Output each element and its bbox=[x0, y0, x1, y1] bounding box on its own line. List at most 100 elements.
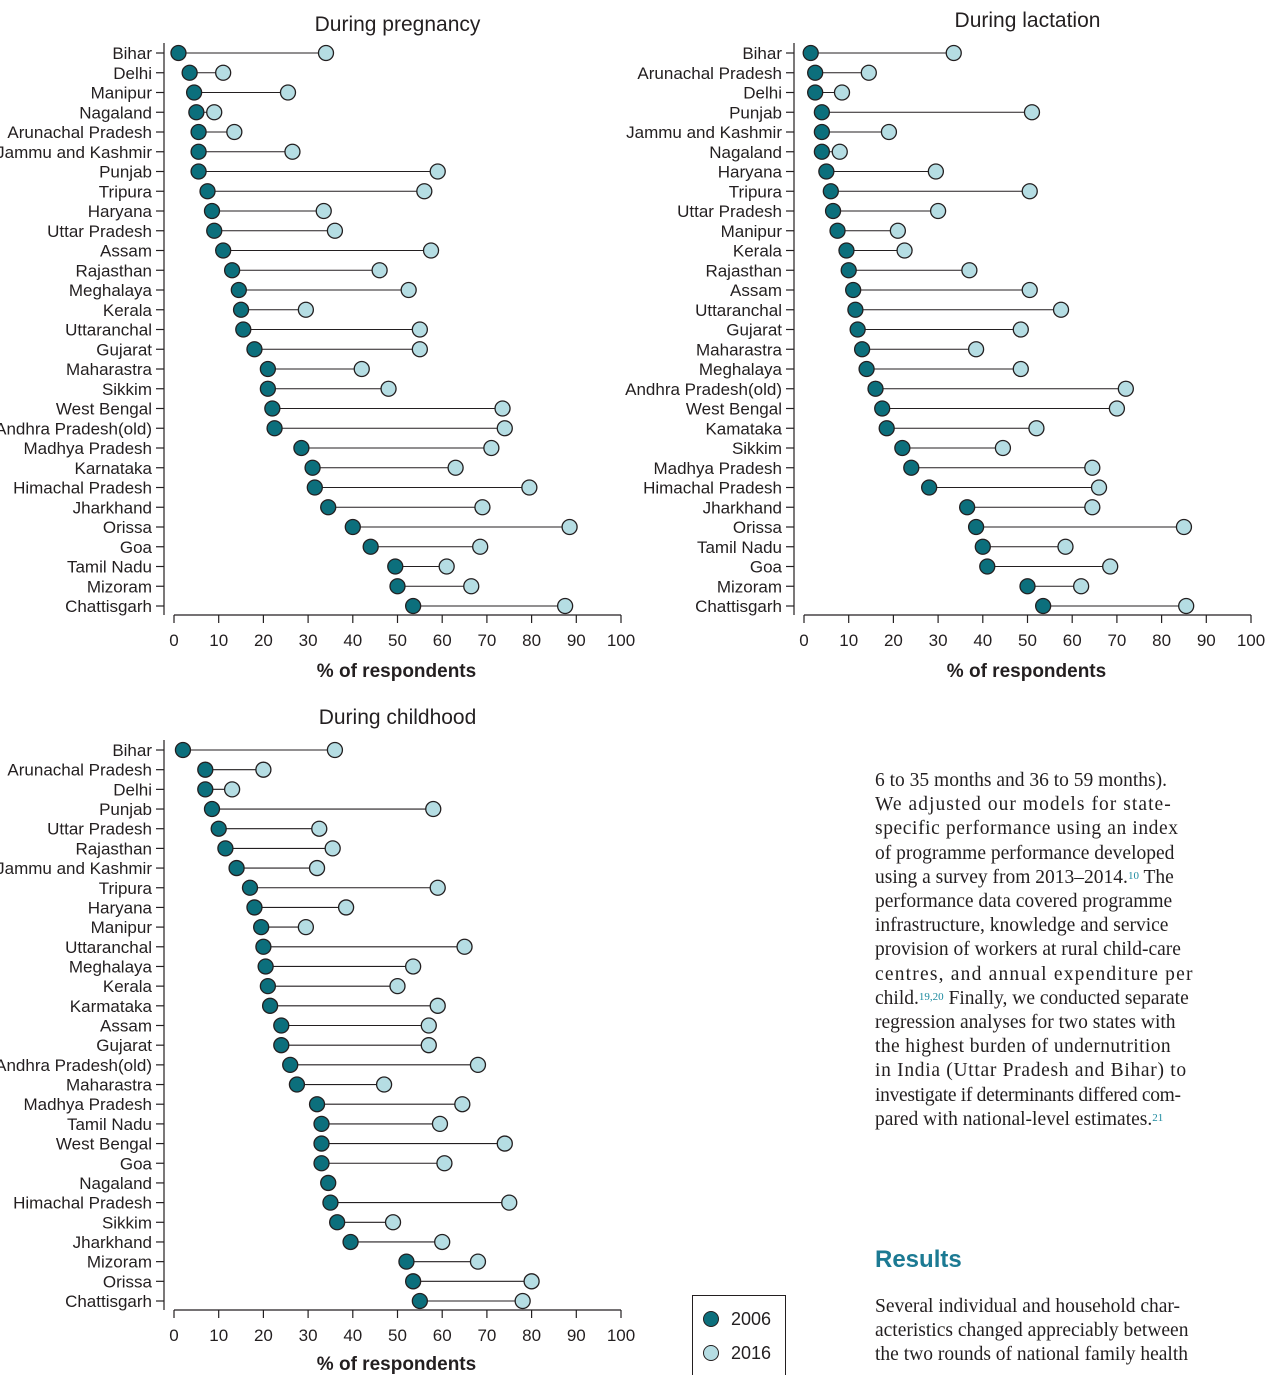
point-2006 bbox=[190, 143, 207, 160]
point-2016 bbox=[420, 1017, 437, 1034]
category-label: Madhya Pradesh bbox=[23, 1095, 152, 1114]
point-2016 bbox=[255, 761, 272, 778]
point-2016 bbox=[223, 781, 241, 798]
x-tick-label: 90 bbox=[567, 1326, 586, 1345]
x-tick-label: 70 bbox=[477, 631, 496, 650]
category-label: Madhya Pradesh bbox=[653, 459, 782, 478]
legend-label-2006: 2006 bbox=[731, 1308, 772, 1329]
point-2016 bbox=[337, 899, 355, 916]
category-label: Karmataka bbox=[70, 997, 153, 1016]
reference-link-19-20[interactable]: 19,20 bbox=[918, 990, 944, 1003]
category-label: Uttar Pradesh bbox=[47, 222, 152, 241]
point-2006 bbox=[197, 781, 214, 798]
x-tick-label: 20 bbox=[254, 1326, 273, 1345]
category-label: Gujarat bbox=[726, 321, 782, 340]
x-tick-label: 90 bbox=[1197, 631, 1216, 650]
point-2016 bbox=[514, 1292, 531, 1310]
category-label: Haryana bbox=[88, 202, 153, 221]
category-label: Tripura bbox=[99, 879, 153, 898]
reference-link-21[interactable]: 21 bbox=[1152, 1111, 1164, 1124]
point-2016 bbox=[1021, 281, 1038, 299]
category-label: Delhi bbox=[113, 780, 152, 799]
point-2016 bbox=[1028, 420, 1045, 437]
point-2016 bbox=[494, 400, 511, 417]
point-2016 bbox=[961, 262, 978, 279]
category-label: Goa bbox=[120, 1154, 153, 1173]
point-2016 bbox=[326, 741, 344, 759]
point-2006 bbox=[223, 262, 241, 279]
point-2006 bbox=[822, 183, 839, 200]
point-2016 bbox=[454, 1096, 471, 1113]
category-label: Andhra Pradesh(old) bbox=[625, 380, 782, 399]
point-2006 bbox=[190, 163, 207, 180]
point-2006 bbox=[259, 360, 277, 378]
point-2006 bbox=[344, 518, 361, 536]
point-2006 bbox=[293, 439, 310, 457]
point-2016 bbox=[521, 479, 538, 496]
results-paragraph: Several individual and household char- a… bbox=[875, 1295, 1270, 1368]
category-label: Uttar Pradesh bbox=[47, 820, 152, 839]
point-2016 bbox=[469, 1056, 487, 1074]
category-label: Uttaranchal bbox=[65, 321, 152, 340]
legend-swatch-2016 bbox=[703, 1345, 719, 1361]
category-label: Delhi bbox=[113, 64, 152, 83]
point-2006 bbox=[203, 800, 221, 818]
category-label: Manipur bbox=[721, 222, 783, 241]
category-label: West Bengal bbox=[56, 400, 152, 419]
category-label: Rajasthan bbox=[75, 839, 152, 858]
category-label: Himachal Pradesh bbox=[13, 479, 152, 498]
x-tick-label: 70 bbox=[477, 1326, 496, 1345]
category-label: Himachal Pradesh bbox=[643, 479, 782, 498]
category-label: Mizoram bbox=[87, 1253, 152, 1272]
point-2016 bbox=[311, 820, 328, 837]
point-2006 bbox=[404, 597, 422, 615]
category-label: Maharastra bbox=[66, 1076, 153, 1095]
point-2016 bbox=[389, 977, 406, 995]
point-2016 bbox=[463, 578, 480, 595]
point-2016 bbox=[308, 859, 326, 877]
reference-link-10[interactable]: 10 bbox=[1127, 869, 1139, 882]
point-2016 bbox=[1021, 183, 1038, 200]
category-label: Manipur bbox=[91, 84, 153, 103]
category-label: Himachal Pradesh bbox=[13, 1194, 152, 1213]
category-label: Chattisgarh bbox=[65, 597, 152, 616]
point-2006 bbox=[308, 1096, 326, 1113]
point-2006 bbox=[306, 479, 323, 496]
point-2016 bbox=[420, 1037, 437, 1054]
point-2016 bbox=[429, 879, 446, 896]
body-line: specific performance using an index bbox=[875, 818, 1179, 840]
x-tick-label: 60 bbox=[1063, 631, 1082, 650]
point-2006 bbox=[342, 1233, 359, 1251]
point-2016 bbox=[1057, 538, 1074, 555]
point-2006 bbox=[813, 104, 831, 121]
point-2016 bbox=[404, 958, 422, 975]
point-2016 bbox=[411, 321, 429, 338]
body-line-text: pared with national-level estimates. bbox=[875, 1108, 1153, 1130]
point-2016 bbox=[297, 918, 315, 936]
category-label: Nagaland bbox=[709, 143, 782, 162]
body-line: infrastructure, knowledge and service bbox=[875, 915, 1169, 937]
point-2006 bbox=[858, 360, 875, 378]
point-2016 bbox=[353, 360, 370, 378]
point-2006 bbox=[217, 840, 234, 857]
point-2006 bbox=[802, 44, 819, 62]
point-2006 bbox=[849, 321, 866, 338]
point-2006 bbox=[838, 242, 855, 259]
category-label: Jammu and Kashmir bbox=[0, 143, 152, 162]
category-label: Goa bbox=[120, 538, 153, 557]
category-label: Gujarat bbox=[96, 340, 152, 359]
category-label: Meghalaya bbox=[699, 360, 783, 379]
point-2006 bbox=[273, 1017, 290, 1034]
body-line: 6 to 35 months and 36 to 59 months). bbox=[875, 770, 1167, 791]
point-2006 bbox=[329, 1214, 346, 1231]
category-label: Mizoram bbox=[717, 577, 782, 596]
category-label: Orissa bbox=[733, 518, 783, 537]
x-tick-label: 40 bbox=[343, 631, 362, 650]
point-2016 bbox=[1012, 360, 1029, 378]
point-2006 bbox=[188, 104, 205, 121]
x-tick-label: 70 bbox=[1107, 631, 1126, 650]
x-tick-label: 100 bbox=[607, 631, 635, 650]
results-line: the two rounds of national family health bbox=[875, 1344, 1189, 1366]
legend-swatch-2006 bbox=[703, 1311, 719, 1327]
body-line: pared with national-level estimates.21 bbox=[875, 1108, 1270, 1132]
